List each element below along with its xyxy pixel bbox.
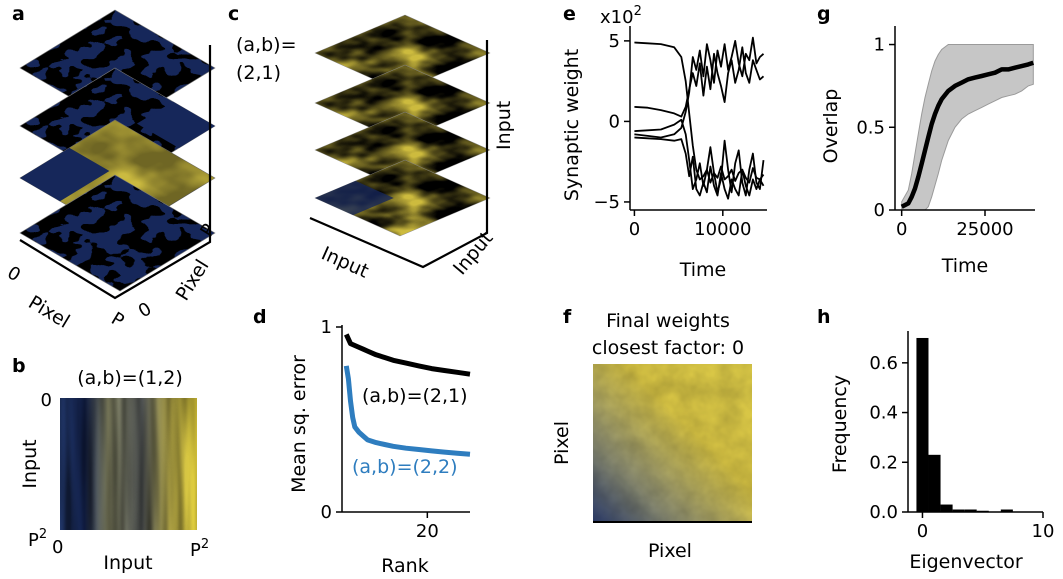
panel-c-xlabel: Input xyxy=(318,242,372,282)
plot-g: 0 0.5 1 0 25000 xyxy=(856,26,1035,240)
panel-h-label: h xyxy=(817,306,831,328)
panel-f-title-2: closest factor: 0 xyxy=(592,337,744,359)
e-series-line-3 xyxy=(634,36,765,139)
panel-e: e x102 −5 0 5 0 10000 Synaptic weight Time xyxy=(561,3,767,281)
g-ytick-label: 0.5 xyxy=(856,117,885,138)
panel-d-annot-blue: (a,b)=(2,2) xyxy=(352,456,458,478)
panel-g-label: g xyxy=(817,3,831,25)
panel-b-label: b xyxy=(12,355,26,377)
d-xtick-label: 20 xyxy=(416,521,439,542)
d-ytick-label: 1 xyxy=(321,317,332,338)
panel-c-layer-2 xyxy=(314,64,491,142)
e-series-line-2 xyxy=(634,118,765,197)
panel-e-label: e xyxy=(563,3,576,25)
panel-b-ybottom: P xyxy=(28,530,39,551)
panel-b-xright: P xyxy=(190,540,201,561)
panel-b-xleft: 0 xyxy=(52,537,63,558)
panel-c-layer-3 xyxy=(314,111,491,189)
panel-a-label: a xyxy=(12,3,25,25)
panel-b-ytop: 0 xyxy=(41,390,52,411)
panel-a-xend: P xyxy=(107,308,127,332)
panel-g: g 0 0.5 1 0 25000 Overlap Time xyxy=(817,3,1035,277)
panel-b-xlabel: Input xyxy=(103,552,152,574)
panel-c: c (a,b)= (2,1) Input Input Input xyxy=(228,3,515,283)
svg-text:P2: P2 xyxy=(190,537,209,561)
d-series-line-1 xyxy=(343,365,471,457)
panel-c-layer-1 xyxy=(314,14,491,92)
svg-text:x102: x102 xyxy=(600,4,642,28)
panel-e-scale-exp: 2 xyxy=(634,4,642,19)
panel-c-axes xyxy=(309,40,489,269)
panel-e-ylabel: Synaptic weight xyxy=(561,49,583,201)
e-ytick-label: 0 xyxy=(609,111,620,132)
g-xtick-label: 25000 xyxy=(956,219,1013,240)
panel-c-ylabel: Input xyxy=(493,101,515,150)
panel-b-xright-sup: 2 xyxy=(201,537,209,552)
panel-h-xlabel: Eigenvector xyxy=(909,551,1023,573)
e-ytick-label: 5 xyxy=(609,31,620,52)
panel-c-annot-2: (2,1) xyxy=(236,62,281,84)
panel-a-layer-4 xyxy=(19,174,216,292)
panel-e-scale: x10 xyxy=(600,7,634,28)
panel-f-ylabel: Pixel xyxy=(551,421,573,465)
g-ytick-label: 1 xyxy=(874,35,885,56)
e-xtick-label: 10000 xyxy=(694,219,751,240)
h-bar-3 xyxy=(952,509,965,512)
panel-g-xlabel: Time xyxy=(941,255,989,277)
g-ytick-label: 0 xyxy=(874,200,885,221)
panel-b-title: (a,b)=(1,2) xyxy=(77,367,183,389)
plot-h: 0.0 0.2 0.4 0.6 0 10 xyxy=(869,331,1054,542)
h-ytick-label: 0.4 xyxy=(869,403,898,424)
panel-b-ybottom-sup: 2 xyxy=(39,527,47,542)
panel-b-ylabel: Input xyxy=(19,439,41,488)
e-series-line-4 xyxy=(634,136,765,200)
h-ytick-label: 0.0 xyxy=(869,502,898,523)
panel-c-zlabel: Input xyxy=(449,227,497,279)
panel-e-xlabel: Time xyxy=(679,259,727,281)
panel-a-xlabel: Pixel xyxy=(24,291,73,332)
panel-d-annot-black: (a,b)=(2,1) xyxy=(362,385,468,407)
panel-a-y0: 0 xyxy=(135,298,156,322)
h-xtick-label: 10 xyxy=(1032,521,1055,542)
panel-g-ylabel: Overlap xyxy=(820,89,842,164)
e-ytick-label: −5 xyxy=(593,192,620,213)
svg-text:P2: P2 xyxy=(28,527,47,551)
d-ytick-label: 0 xyxy=(321,502,332,523)
panel-c-annot-1: (a,b)= xyxy=(236,34,297,56)
h-xtick-label: 0 xyxy=(917,521,928,542)
panel-a-ylabel: Pixel xyxy=(172,256,214,305)
panel-a: a 0 Pixel P 0 Pixel P xyxy=(3,3,220,333)
panel-a-x0: 0 xyxy=(3,262,24,286)
g-series-line-0 xyxy=(900,60,1035,209)
plot-e: −5 0 5 0 10000 xyxy=(593,26,767,240)
panel-f: f Final weights closest factor: 0 Pixel … xyxy=(551,306,752,562)
h-bar-2 xyxy=(940,504,953,512)
h-bar-4 xyxy=(964,509,977,512)
panel-f-xlabel: Pixel xyxy=(648,540,692,562)
panel-b: b (a,b)=(1,2) 0 Input P2 0 Input P2 xyxy=(12,355,209,574)
h-bar-1 xyxy=(928,454,941,512)
h-bar-0 xyxy=(916,337,929,512)
panel-h: h 0.0 0.2 0.4 0.6 0 10 Frequency Eigenvector xyxy=(817,306,1054,573)
plot-d: 0 1 20 xyxy=(321,317,471,542)
panel-d: d 0 1 20 Mean sq. error Rank (a,b)=(2,1) (… xyxy=(253,306,471,577)
h-ytick-label: 0.2 xyxy=(869,452,898,473)
panel-d-label: d xyxy=(253,306,267,328)
h-bar-7 xyxy=(1000,509,1013,512)
panel-d-ylabel: Mean sq. error xyxy=(288,355,310,493)
panel-a-axes xyxy=(19,45,212,300)
d-series-line-0 xyxy=(344,333,471,377)
panel-c-layer-4 xyxy=(314,159,491,237)
panel-c-label: c xyxy=(228,3,239,25)
panel-h-ylabel: Frequency xyxy=(829,375,851,473)
e-xtick-label: 0 xyxy=(629,219,640,240)
panel-f-label: f xyxy=(563,306,572,328)
panel-d-xlabel: Rank xyxy=(381,555,428,577)
panel-f-title-1: Final weights xyxy=(606,310,730,332)
h-ytick-label: 0.6 xyxy=(869,353,898,374)
g-xtick-label: 0 xyxy=(896,219,907,240)
g-band xyxy=(901,44,1034,211)
